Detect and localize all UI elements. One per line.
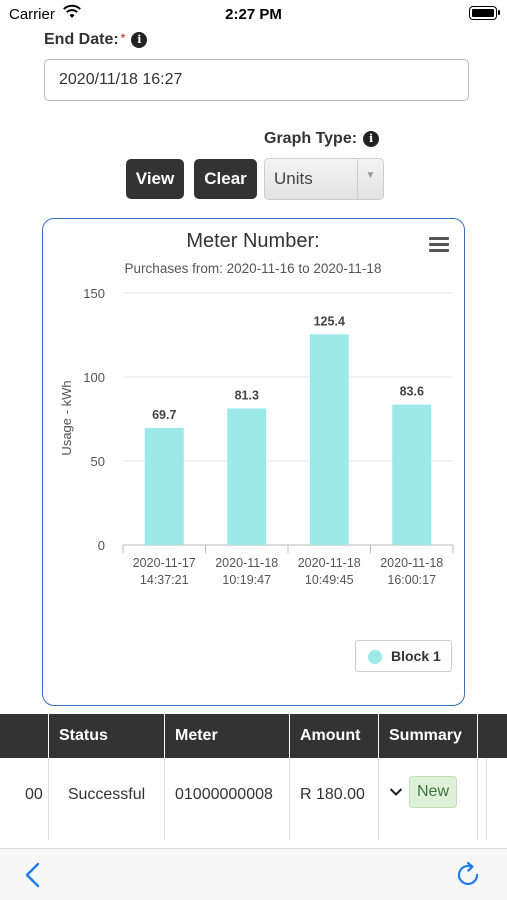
table-cell-partial: 00 (25, 786, 43, 803)
end-date-label-row: End Date: * i (44, 31, 148, 49)
clock: 2:27 PM (225, 6, 282, 23)
carrier-label: Carrier (9, 6, 55, 23)
reload-icon[interactable] (455, 861, 483, 889)
end-date-label: End Date: (44, 31, 119, 48)
chart-card (42, 218, 465, 706)
dropdown-caret-icon: ▼ (357, 159, 383, 199)
meter-cell: 01000000008 (175, 786, 273, 803)
view-button[interactable]: View (126, 159, 184, 199)
header-status[interactable]: Status (49, 714, 164, 758)
bottom-toolbar (0, 848, 507, 900)
graph-type-label: Graph Type: (264, 130, 358, 147)
header-amount[interactable]: Amount (290, 714, 378, 758)
amount-cell: R 180.00 (300, 786, 365, 803)
table-header-partial (0, 714, 48, 758)
expand-chevron-icon[interactable] (389, 784, 403, 801)
legend-label: Block 1 (391, 648, 441, 664)
end-date-input[interactable]: 2020/11/18 16:27 (44, 59, 469, 101)
purchases-table: Status Meter Amount Summary 00 Successfu… (0, 714, 507, 848)
battery-icon (469, 6, 500, 20)
header-summary[interactable]: Summary (379, 714, 477, 758)
summary-cell: New (389, 758, 477, 840)
wifi-icon (63, 4, 81, 18)
legend-swatch (368, 650, 382, 664)
back-chevron-icon[interactable] (24, 862, 42, 888)
info-icon[interactable]: i (363, 130, 380, 147)
graph-type-select[interactable]: Units ▼ (264, 158, 384, 200)
table-header-partial-right (478, 714, 507, 758)
graph-type-label-row: Graph Type: i (264, 130, 380, 148)
graph-type-selected: Units (274, 169, 313, 188)
info-icon[interactable]: i (131, 31, 148, 48)
chart-menu-icon[interactable] (429, 237, 449, 253)
status-cell: Successful (67, 786, 146, 803)
status-bar: Carrier 2:27 PM (0, 0, 507, 30)
chart-legend[interactable]: Block 1 (355, 640, 452, 672)
clear-button[interactable]: Clear (194, 159, 257, 199)
status-badge: New (409, 776, 458, 808)
required-marker: * (120, 31, 126, 45)
header-meter[interactable]: Meter (165, 714, 289, 758)
